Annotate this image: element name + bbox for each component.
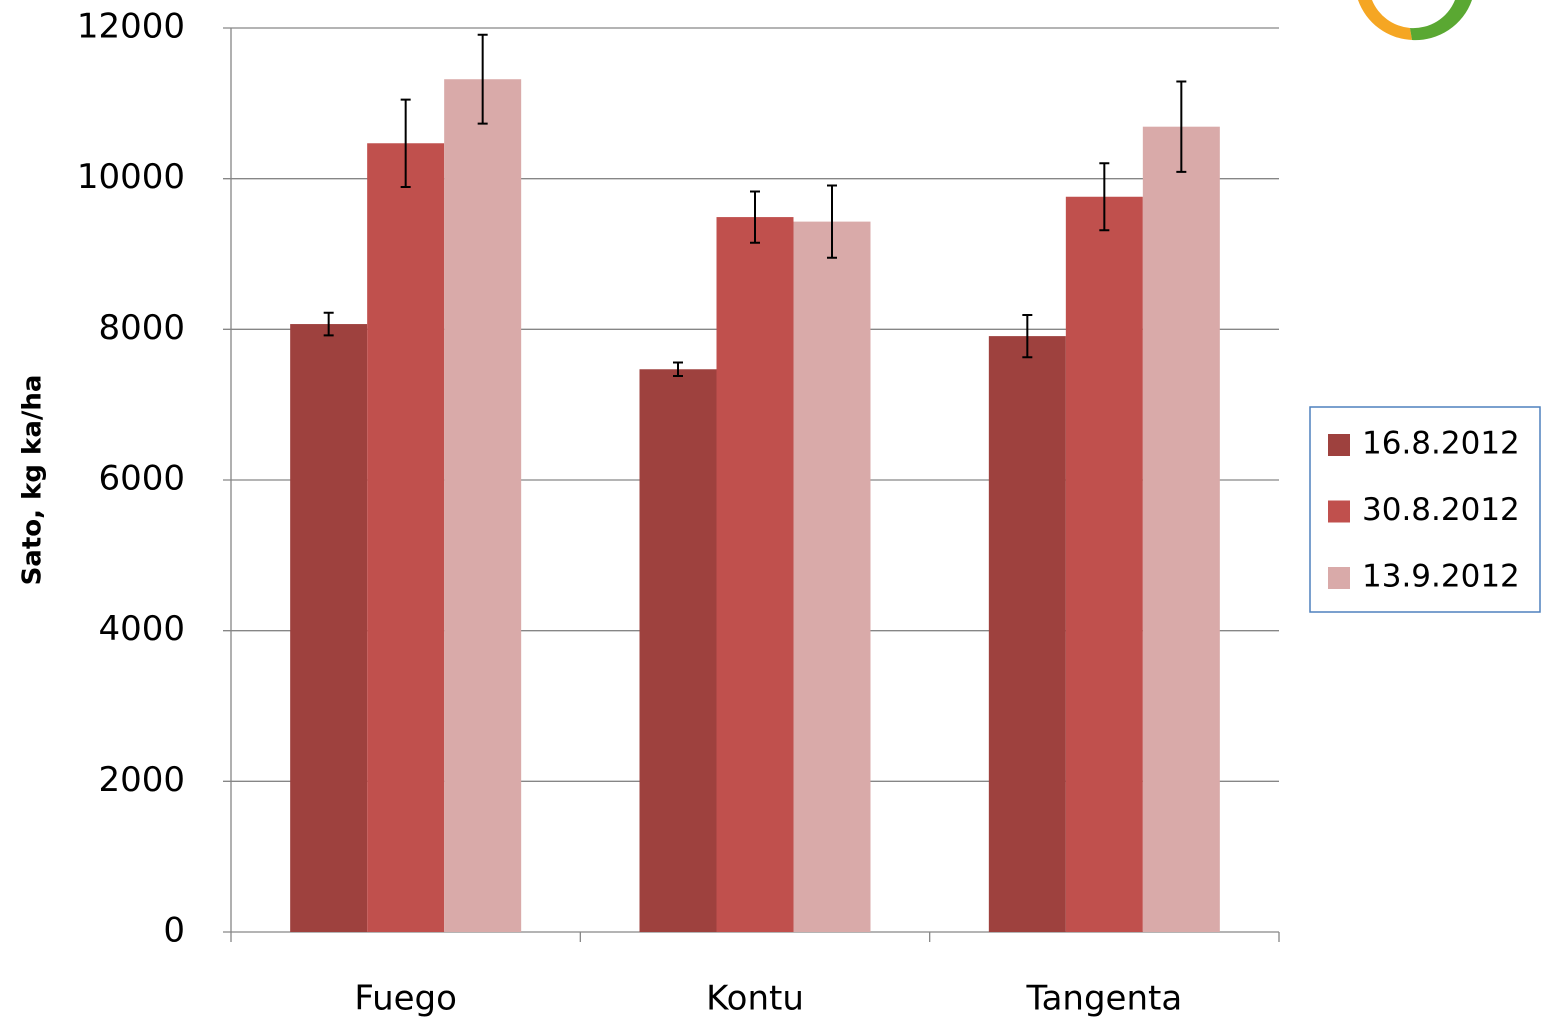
x-tick-label: Kontu bbox=[706, 979, 804, 1018]
y-tick-label: 0 bbox=[163, 911, 185, 951]
y-axis-title: Sato, kg ka/ha bbox=[18, 375, 48, 586]
bar bbox=[290, 324, 368, 932]
legend-label: 30.8.2012 bbox=[1362, 492, 1520, 528]
y-tick-label: 8000 bbox=[98, 308, 185, 348]
y-tick-label: 10000 bbox=[77, 157, 185, 197]
error-bar bbox=[827, 184, 837, 259]
legend-swatch bbox=[1328, 434, 1350, 456]
error-bar bbox=[400, 98, 411, 188]
logo bbox=[1358, 0, 1472, 41]
y-tick-label: 4000 bbox=[98, 609, 185, 649]
error-bar bbox=[673, 361, 683, 378]
error-bar bbox=[477, 33, 488, 125]
error-bar bbox=[323, 311, 334, 337]
bar bbox=[639, 369, 717, 932]
legend-swatch bbox=[1328, 567, 1350, 589]
bar bbox=[367, 143, 445, 932]
x-tick-label: Tangenta bbox=[1025, 979, 1182, 1018]
error-bar bbox=[1022, 314, 1033, 359]
error-bar bbox=[1099, 162, 1110, 232]
error-bar bbox=[750, 190, 760, 244]
y-tick-label: 2000 bbox=[98, 760, 185, 800]
bar bbox=[444, 79, 522, 932]
error-bar bbox=[1176, 80, 1187, 173]
legend-label: 13.9.2012 bbox=[1362, 559, 1520, 595]
y-tick-label: 6000 bbox=[98, 459, 185, 499]
legend-swatch bbox=[1328, 500, 1350, 523]
bar bbox=[988, 336, 1066, 932]
bar bbox=[793, 221, 871, 932]
legend-label: 16.8.2012 bbox=[1362, 426, 1520, 462]
y-tick-label: 12000 bbox=[77, 7, 185, 47]
x-tick-label: Fuego bbox=[354, 979, 457, 1018]
bar bbox=[716, 217, 794, 932]
logo-green bbox=[1410, 0, 1472, 41]
bar bbox=[1142, 126, 1220, 933]
logo-orange bbox=[1358, 0, 1412, 40]
bar bbox=[1065, 196, 1143, 932]
